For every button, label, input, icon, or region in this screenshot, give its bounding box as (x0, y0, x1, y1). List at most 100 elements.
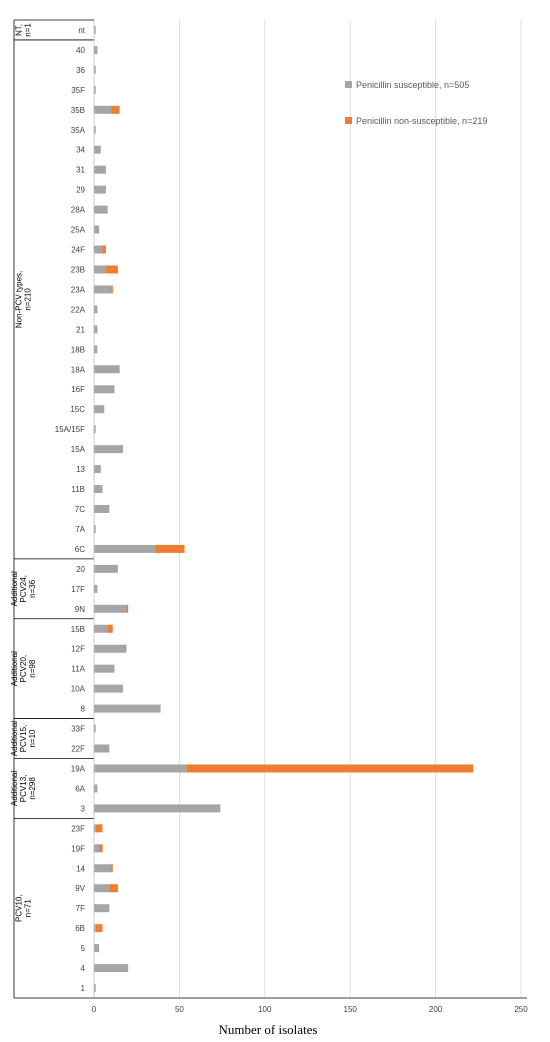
category-label: 15A/15F (55, 425, 85, 434)
category-label: 35B (71, 106, 85, 115)
x-tick-label: 50 (175, 1005, 184, 1014)
group-label: NT,n=1 (15, 23, 33, 37)
category-labels: nt403635F35B35A34312928A25A24F23B23A22A2… (55, 26, 86, 993)
category-label: 15B (71, 625, 85, 634)
bar-non-susceptible (107, 624, 113, 633)
category-label: 4 (81, 964, 86, 973)
group-label-line: n=71 (24, 899, 33, 918)
category-label: 10A (71, 685, 86, 694)
category-label: 7C (75, 505, 85, 514)
category-label: 20 (76, 565, 85, 574)
category-label: 16F (71, 385, 85, 394)
category-label: 19F (71, 844, 85, 853)
bar-susceptible (94, 624, 108, 633)
bar-susceptible (94, 345, 98, 354)
bar-susceptible (94, 804, 221, 813)
bar-susceptible (94, 564, 118, 573)
bar-susceptible (94, 505, 110, 513)
bar-non-susceptible (111, 864, 113, 873)
category-label: 24F (71, 246, 85, 255)
bar-susceptible (94, 205, 108, 214)
group-label-line: PCV10, (15, 894, 24, 922)
bar-susceptible (94, 365, 120, 374)
category-label: 19A (71, 764, 86, 773)
category-label: 29 (76, 186, 85, 195)
category-label: 12F (71, 645, 85, 654)
bar-susceptible (94, 245, 103, 254)
bar-susceptible (94, 824, 96, 833)
category-label: 18A (71, 365, 86, 374)
bar-susceptible (94, 85, 96, 94)
bar-susceptible (94, 325, 98, 334)
legend-label-non_susceptible: Penicillin non-susceptible, n=219 (356, 116, 487, 126)
category-label: 9V (75, 884, 85, 893)
bar-non-susceptible (102, 245, 106, 254)
category-label: 25A (71, 226, 86, 235)
category-label: 7A (75, 525, 85, 534)
bar-susceptible (94, 405, 105, 414)
bar-susceptible (94, 105, 112, 114)
group-label: AdditionalPCV20,n=98 (10, 651, 37, 686)
category-label: 3 (81, 804, 86, 813)
bar-susceptible (94, 764, 187, 773)
bar-non-susceptible (126, 604, 129, 613)
category-label: 40 (76, 46, 85, 55)
bar-susceptible (94, 25, 96, 34)
bar-susceptible (94, 904, 110, 913)
category-label: 28A (71, 206, 86, 215)
category-label: 23B (71, 265, 85, 274)
bar-susceptible (94, 584, 98, 593)
category-label: 31 (76, 166, 85, 175)
group-label-line: n=36 (28, 579, 37, 598)
bar-susceptible (94, 924, 96, 933)
category-label: 6A (75, 784, 85, 793)
bar-susceptible (94, 385, 115, 394)
group-label-line: n=10 (28, 729, 37, 748)
group-label-line: Non-PCV types, (15, 271, 24, 328)
category-label: 23A (71, 285, 86, 294)
bar-susceptible (94, 844, 100, 853)
group-label-line: PCV20, (19, 655, 28, 683)
bar-susceptible (94, 784, 98, 793)
category-label: 9N (75, 605, 85, 614)
bar-susceptible (94, 964, 129, 973)
bar-susceptible (94, 884, 110, 893)
category-label: 33F (71, 725, 85, 734)
group-label-line: n=1 (24, 23, 33, 37)
category-label: 18B (71, 345, 85, 354)
bar-susceptible (94, 984, 96, 993)
group-label-line: Additional (10, 571, 19, 606)
category-label: 11B (71, 485, 85, 494)
bar-susceptible (94, 425, 96, 434)
group-label: Non-PCV types,n=210 (15, 271, 33, 328)
bar-susceptible (94, 445, 124, 454)
bar-susceptible (94, 145, 101, 154)
category-label: 1 (81, 984, 86, 993)
bar-susceptible (94, 165, 106, 174)
bar-susceptible (94, 65, 96, 74)
group-label-line: NT, (15, 24, 24, 36)
bar-non-susceptible (109, 884, 118, 893)
group-label-line: Additional (10, 721, 19, 756)
bar-susceptible (94, 45, 98, 54)
bar-susceptible (94, 664, 115, 673)
bar-susceptible (94, 524, 96, 533)
category-label: 5 (81, 944, 86, 953)
category-label: 13 (76, 465, 85, 474)
group-label: AdditionalPCV24,n=36 (10, 571, 37, 606)
legend-swatch-non_susceptible (345, 117, 352, 124)
x-tick-label: 0 (92, 1005, 97, 1014)
category-label: 21 (76, 325, 85, 334)
category-label: 35A (71, 126, 86, 135)
bar-susceptible (94, 684, 124, 693)
group-label-line: PCV24, (19, 575, 28, 603)
x-tick-label: 150 (344, 1005, 358, 1014)
bar-susceptible (94, 225, 100, 234)
group-label-line: Additional (10, 771, 19, 806)
bars (94, 25, 474, 993)
x-tick-label: 100 (258, 1005, 272, 1014)
bar-non-susceptible (111, 285, 113, 294)
category-label: 22F (71, 745, 85, 754)
category-label: 15A (71, 445, 86, 454)
